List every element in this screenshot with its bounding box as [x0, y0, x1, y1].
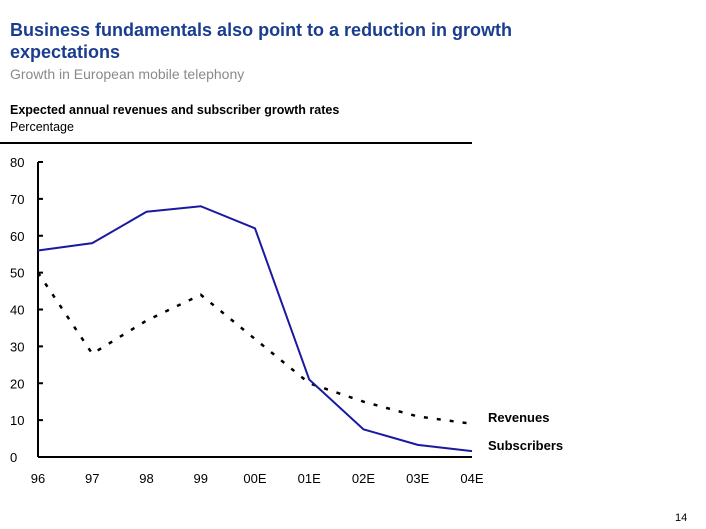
y-tick-label: 50 — [10, 266, 24, 281]
x-tick-label: 00E — [243, 471, 266, 486]
chart-title: Expected annual revenues and subscriber … — [10, 103, 340, 117]
y-tick-label: 10 — [10, 413, 24, 428]
x-tick-label: 03E — [406, 471, 429, 486]
y-tick-label: 40 — [10, 303, 24, 318]
x-tick-label: 01E — [298, 471, 321, 486]
y-tick-label: 30 — [10, 339, 24, 354]
page-number: 14 — [675, 512, 688, 524]
slide-title: Business fundamentals also point to a re… — [10, 20, 513, 62]
y-tick-label: 0 — [10, 450, 17, 465]
x-tick-label: 99 — [194, 471, 208, 486]
x-tick-label: 97 — [85, 471, 99, 486]
legend-label-revenues: Revenues — [488, 410, 549, 425]
legend-label-subscribers: Subscribers — [488, 438, 563, 453]
x-tick-label: 02E — [352, 471, 375, 486]
y-tick-label: 70 — [10, 192, 24, 207]
slide-subtitle: Growth in European mobile telephony — [10, 66, 245, 82]
x-tick-label: 96 — [31, 471, 45, 486]
y-axis-label: Percentage — [10, 120, 74, 134]
x-tick-label: 04E — [460, 471, 483, 486]
series-line-subscribers — [37, 205, 473, 453]
y-tick-label: 60 — [10, 229, 24, 244]
x-tick-label: 98 — [139, 471, 153, 486]
y-tick-label: 80 — [10, 155, 24, 170]
y-tick-label: 20 — [10, 376, 24, 391]
series-line-revenues — [36, 271, 473, 426]
